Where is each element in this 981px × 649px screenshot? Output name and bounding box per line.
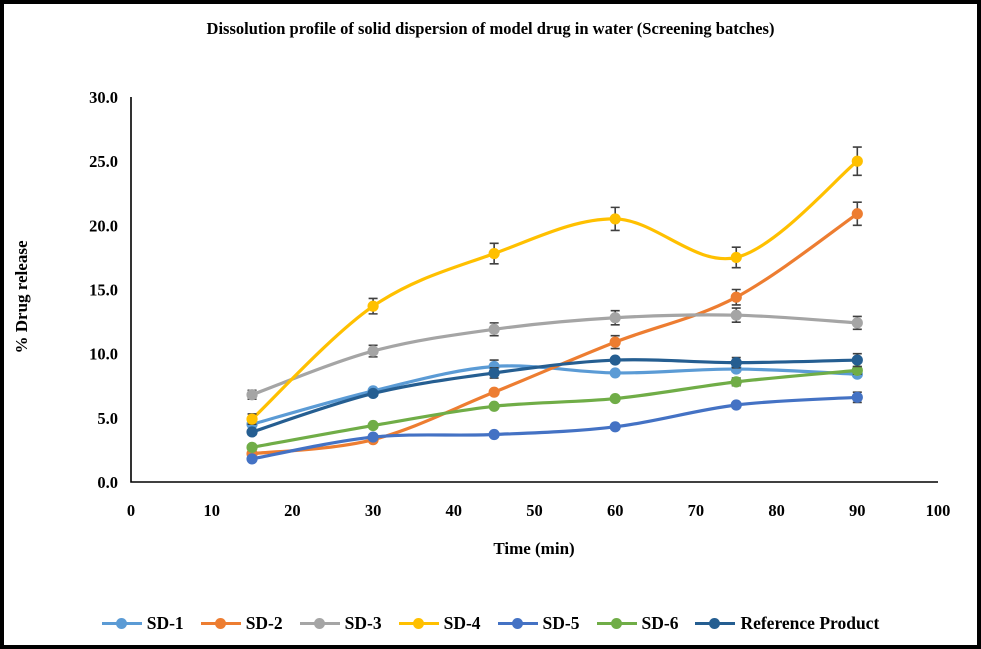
data-point-SD-6	[367, 419, 379, 432]
data-point-SD-3	[730, 309, 742, 321]
y-tick-label: 25.0	[89, 152, 118, 171]
data-point-Reference Product	[246, 426, 258, 438]
series-line-SD-3	[250, 313, 859, 397]
data-point-SD-5	[246, 453, 258, 465]
data-point-SD-2	[609, 336, 621, 348]
data-point-SD-4	[609, 213, 621, 225]
legend-marker-icon	[299, 617, 340, 629]
y-tick-label: 20.0	[89, 216, 118, 235]
y-tick-label: 30.0	[89, 88, 118, 107]
x-tick-label: 50	[526, 501, 543, 520]
y-tick-label: 15.0	[89, 281, 118, 300]
legend-item-SD-3: SD-3	[299, 612, 382, 633]
legend: SD-1 SD-2 SD-3 SD-4 SD-5 SD-6 Reference Produc…	[4, 612, 977, 633]
data-point-Reference Product	[730, 357, 742, 369]
axes-lines	[130, 97, 938, 483]
legend-marker-icon	[596, 617, 637, 629]
legend-label: SD-2	[245, 612, 283, 633]
data-point-SD-5	[609, 421, 621, 433]
data-point-SD-3	[488, 323, 500, 335]
y-tick-label: 10.0	[89, 345, 118, 364]
data-point-SD-5	[730, 399, 742, 411]
data-point-SD-6	[851, 364, 863, 376]
legend-label: SD-5	[542, 612, 580, 633]
x-tick-label: 20	[284, 501, 301, 520]
legend-label: SD-4	[443, 612, 481, 633]
legend-marker-icon	[200, 617, 241, 629]
legend-marker-icon	[497, 617, 538, 629]
series-line-SD-5	[250, 395, 859, 461]
data-point-Reference Product	[851, 354, 863, 366]
series-line-SD-1	[250, 364, 859, 426]
chart-title-text: Dissolution profile of solid dispersion …	[206, 19, 775, 38]
data-point-SD-4	[851, 155, 863, 167]
data-point-SD-2	[851, 208, 863, 220]
series-line-SD-4	[250, 159, 859, 421]
legend-item-Reference Product: Reference Product	[695, 612, 880, 633]
data-point-SD-3	[246, 389, 258, 401]
x-tick-label: 30	[365, 501, 382, 520]
x-tick-label: 90	[849, 501, 866, 520]
legend-marker-icon	[695, 617, 736, 629]
y-axis-title: % Drug release	[12, 240, 31, 354]
x-tick-label: 80	[768, 501, 785, 520]
data-point-SD-3	[367, 345, 379, 357]
legend-label: SD-6	[641, 612, 679, 633]
data-point-SD-6	[730, 376, 742, 388]
data-point-SD-1	[609, 367, 621, 379]
data-point-SD-4	[246, 413, 258, 425]
data-point-SD-2	[488, 386, 500, 398]
legend-item-SD-6: SD-6	[596, 612, 679, 633]
data-point-SD-3	[851, 317, 863, 329]
series-line-SD-2	[250, 212, 859, 456]
legend-marker-icon	[101, 617, 142, 629]
x-tick-label: 40	[446, 501, 463, 520]
x-tick-label: 100	[926, 501, 951, 520]
data-point-SD-6	[609, 392, 621, 405]
plot-area: 0.0 5.0 10.0 15.0 20.0 25.0 30.0 0 10 20 30 40 50 60 7…	[89, 88, 951, 520]
data-point-SD-3	[609, 312, 621, 324]
data-point-SD-4	[367, 300, 379, 312]
x-tick-label: 70	[688, 501, 705, 520]
y-tick-label: 5.0	[97, 409, 118, 428]
y-tick-label: 0.0	[97, 473, 118, 492]
data-point-SD-2	[730, 291, 742, 303]
data-point-Reference Product	[367, 387, 379, 400]
series-line-SD-6	[250, 368, 859, 449]
legend-label: SD-3	[344, 612, 382, 633]
data-point-SD-6	[246, 441, 258, 453]
data-point-SD-5	[367, 431, 379, 443]
data-point-SD-6	[488, 400, 500, 412]
legend-marker-icon	[398, 617, 439, 629]
x-axis-title: Time (min)	[493, 539, 575, 558]
data-point-Reference Product	[609, 354, 621, 366]
legend-label: Reference Product	[740, 612, 880, 633]
legend-label: SD-1	[146, 612, 184, 633]
legend-item-SD-5: SD-5	[497, 612, 580, 633]
chart-title: Dissolution profile of solid dispersion …	[4, 16, 977, 42]
data-point-SD-4	[730, 251, 742, 264]
data-point-Reference Product	[488, 367, 500, 379]
legend-item-SD-2: SD-2	[200, 612, 283, 633]
x-tick-label: 60	[607, 501, 624, 520]
data-point-SD-5	[851, 391, 863, 403]
x-tick-label: 10	[203, 501, 220, 520]
legend-item-SD-1: SD-1	[101, 612, 184, 633]
legend-item-SD-4: SD-4	[398, 612, 481, 633]
x-tick-label: 0	[127, 501, 135, 520]
data-point-SD-5	[488, 428, 500, 441]
series-line-Reference Product	[250, 358, 859, 434]
data-point-SD-4	[488, 247, 500, 260]
